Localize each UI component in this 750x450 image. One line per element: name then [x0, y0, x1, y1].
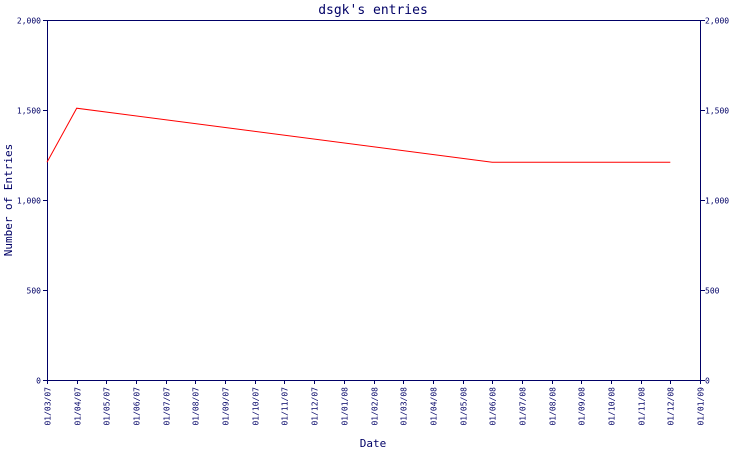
chart-title: dsgk's entries	[318, 3, 428, 18]
y-tick-label-left: 2,000	[17, 17, 41, 26]
x-tick-label: 01/06/07	[133, 387, 142, 426]
x-tick-label: 01/03/07	[44, 387, 53, 426]
x-tick-label: 01/07/07	[163, 387, 172, 426]
x-tick-label: 01/11/08	[638, 387, 647, 426]
x-tick-label: 01/05/07	[103, 387, 112, 426]
y-tick-label-right: 2,000	[705, 17, 729, 26]
y-tick-label-right: 500	[705, 287, 720, 296]
y-tick-label-left: 1,000	[17, 197, 41, 206]
y-tick-label-left: 1,500	[17, 107, 41, 116]
x-tick-label: 01/01/08	[341, 387, 350, 426]
x-tick-label: 01/11/07	[281, 387, 290, 426]
x-tick-label: 01/08/08	[549, 387, 558, 426]
plot-area	[47, 20, 701, 381]
x-tick-label: 01/10/08	[608, 387, 617, 426]
x-tick-label: 01/04/08	[430, 387, 439, 426]
x-axis-label: Date	[360, 437, 387, 450]
y-axis-right-ticks: 0 500 1,000 1,500 2,000	[701, 17, 729, 386]
x-tick-label: 01/01/09	[697, 387, 706, 426]
x-tick-label: 01/05/08	[460, 387, 469, 426]
x-tick-label: 01/03/08	[400, 387, 409, 426]
x-tick-label: 01/12/08	[667, 387, 676, 426]
series-layer	[46, 107, 671, 163]
x-tick-label: 01/04/07	[74, 387, 83, 426]
y-tick-label-left: 0	[36, 377, 41, 386]
y-tick-label-left: 500	[27, 287, 42, 296]
series-line	[46, 107, 671, 163]
x-tick-label: 01/12/07	[311, 387, 320, 426]
y-tick-label-right: 1,000	[705, 197, 729, 206]
y-axis-left-ticks: 0 500 1,000 1,500 2,000	[17, 17, 47, 386]
y-axis-label: Number of Entries	[2, 144, 15, 257]
x-tick-label: 01/09/07	[222, 387, 231, 426]
x-tick-label: 01/08/07	[192, 387, 201, 426]
x-tick-label: 01/09/08	[578, 387, 587, 426]
x-tick-label: 01/02/08	[371, 387, 380, 426]
x-tick-label: 01/07/08	[519, 387, 528, 426]
x-tick-label: 01/10/07	[252, 387, 261, 426]
y-tick-label-right: 0	[705, 377, 710, 386]
plot-border	[47, 20, 701, 381]
x-axis-ticks: 01/03/07 01/04/07 01/05/07 01/06/07 01/07/07…	[44, 380, 706, 426]
y-tick-label-right: 1,500	[705, 107, 729, 116]
x-tick-label: 01/06/08	[489, 387, 498, 426]
